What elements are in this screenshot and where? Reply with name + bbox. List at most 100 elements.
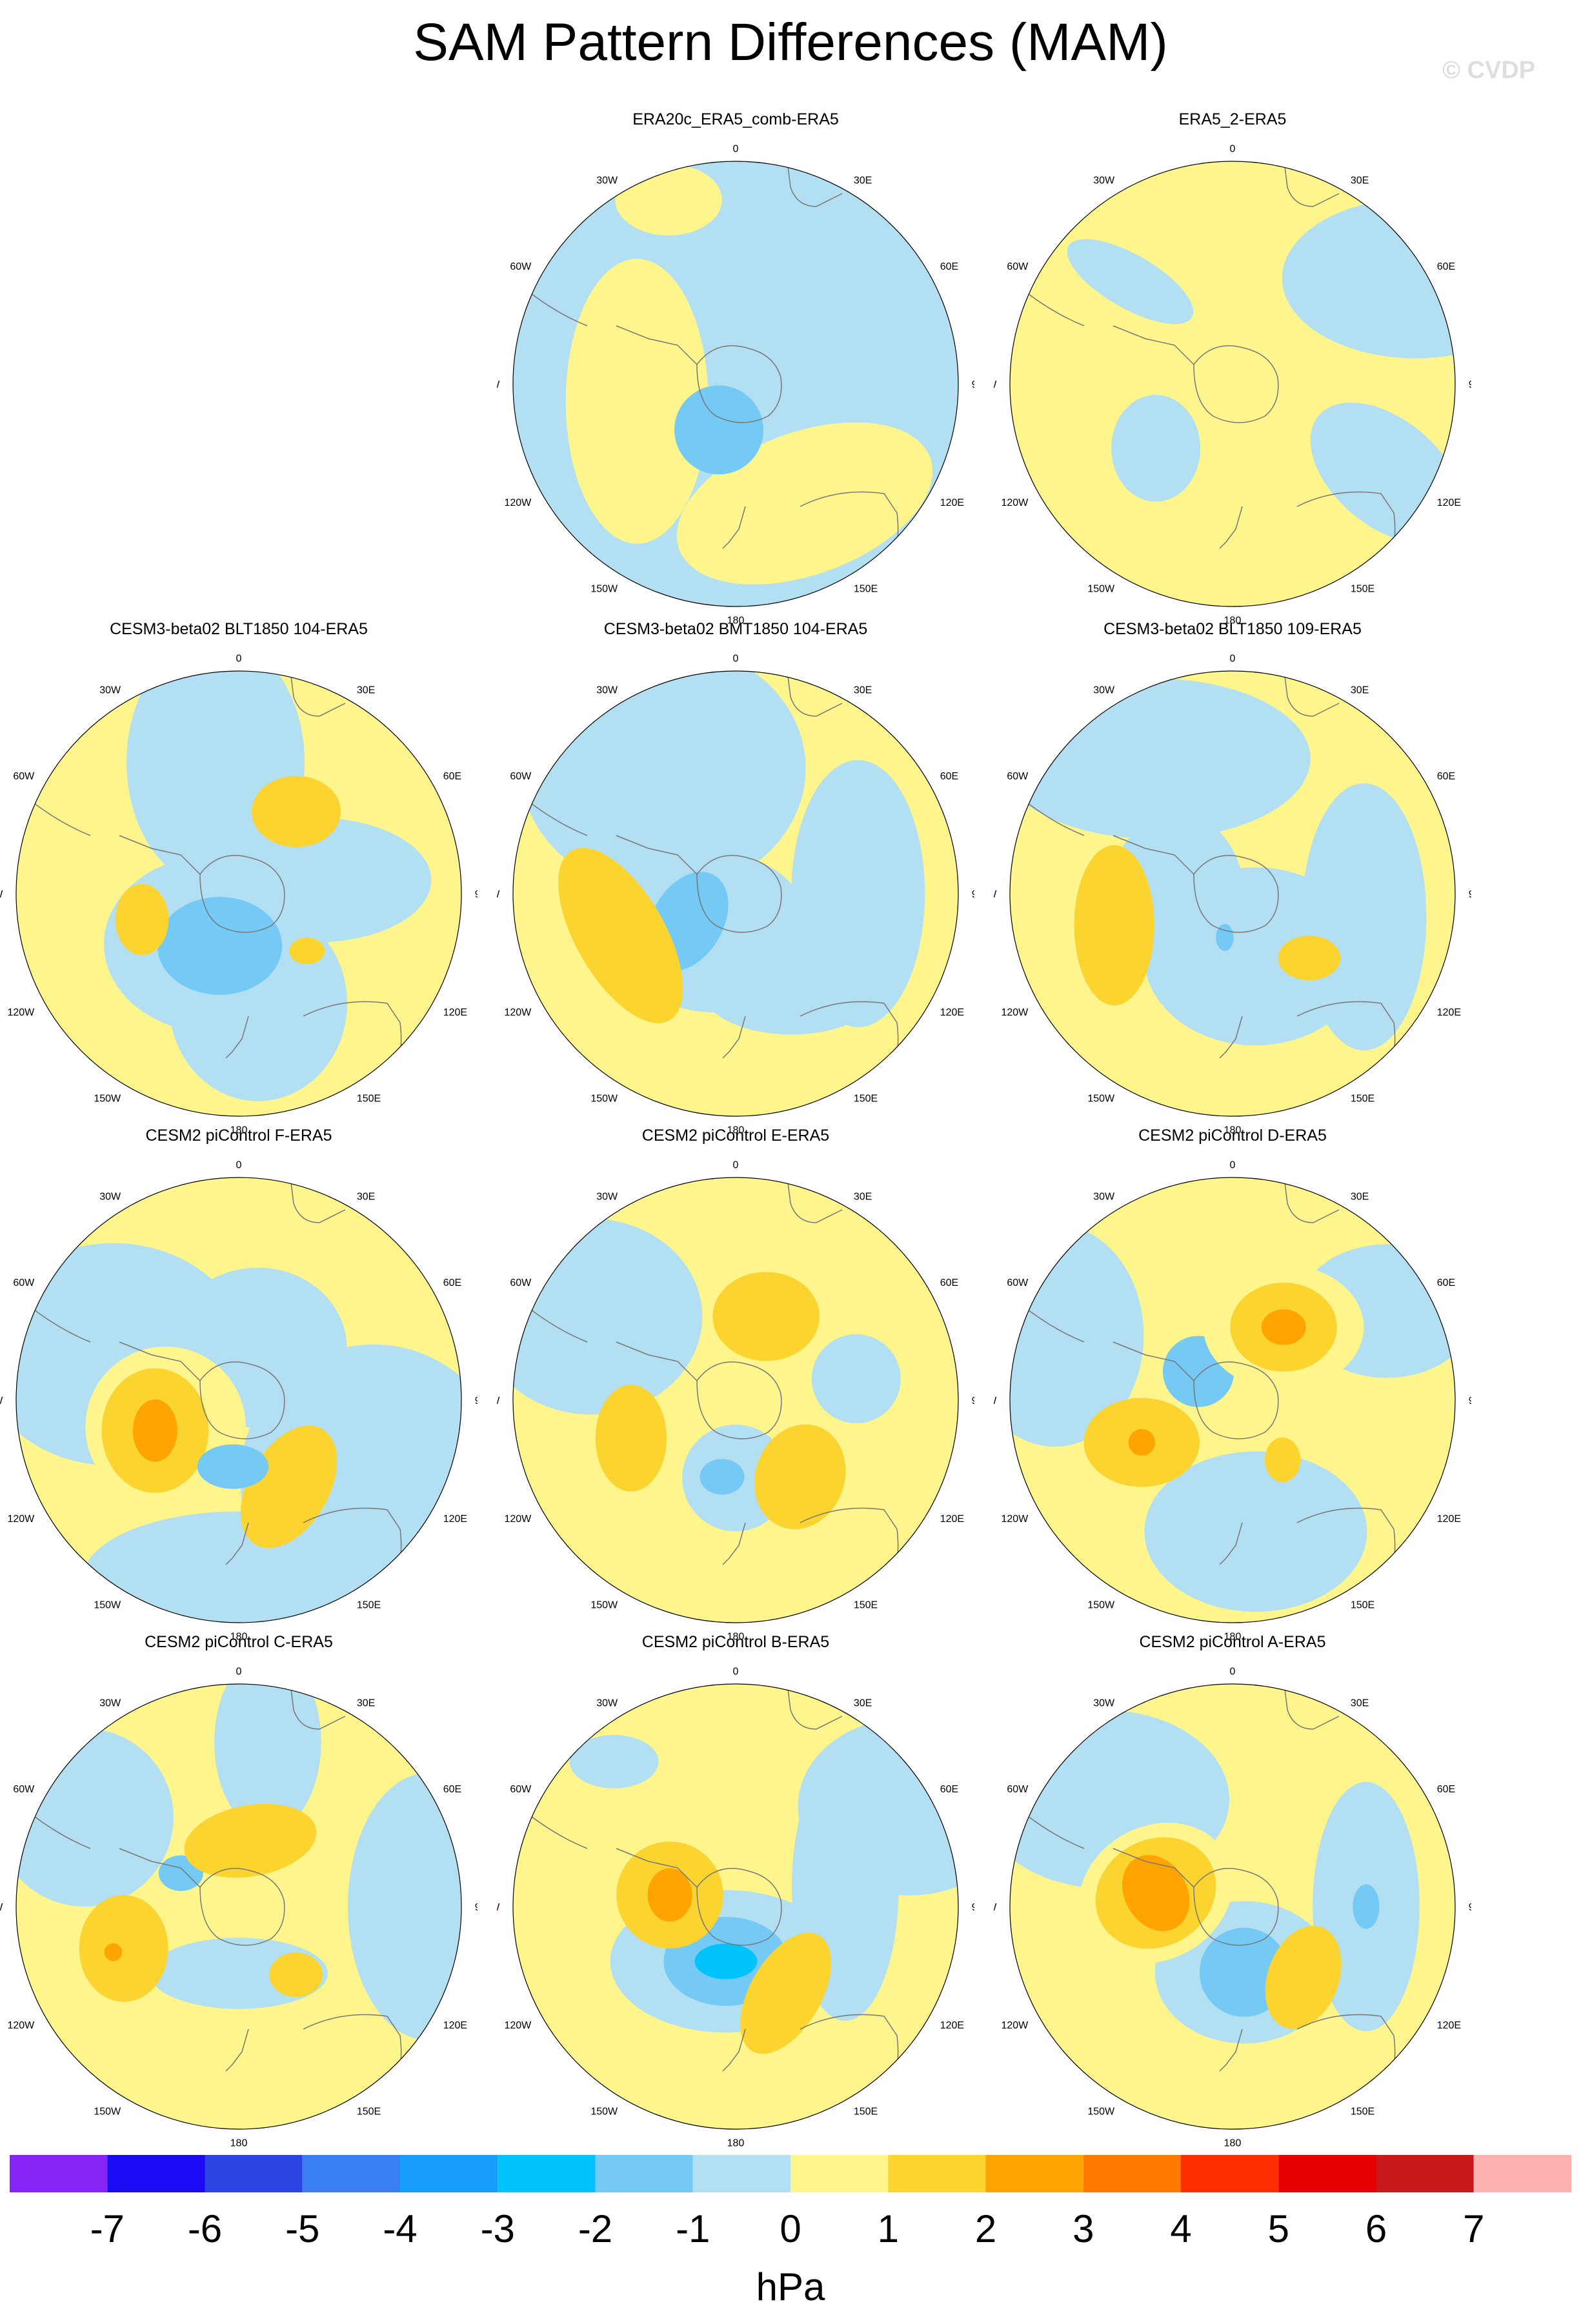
anomaly-contour: [1278, 936, 1341, 981]
anomaly-contour: [269, 1952, 323, 1998]
antarctic-peninsula-coastline: [119, 1848, 201, 1888]
map-border: [15, 1683, 462, 2130]
longitude-label: 180: [230, 2138, 248, 2149]
longitude-label: 150W: [1087, 1600, 1115, 1611]
colorbar-swatch: [888, 2155, 986, 2192]
polar-map: 0 30E 60E 90E 120E 150E 180 150W 120W 90W 60W 30W: [994, 1666, 1471, 2149]
longitude-label: 30E: [1351, 1698, 1369, 1708]
longitude-label: 120E: [1437, 1007, 1461, 1018]
longitude-label: 180: [727, 616, 745, 626]
anomaly-contour: [16, 1728, 174, 1907]
map-panel: CESM2 piControl B-ERA5 0 30E 60E 90E 120E 150E…: [497, 1632, 974, 2149]
panel-title: CESM2 piControl B-ERA5: [641, 1633, 830, 1651]
longitude-label: 150W: [590, 2107, 618, 2118]
longitude-label: 180: [1224, 616, 1242, 626]
longitude-label: 120W: [7, 1514, 35, 1525]
longitude-label: 120W: [504, 1514, 532, 1525]
anomaly-contour: [1353, 1884, 1380, 1929]
colorbar-tick-label: -1: [676, 2207, 710, 2250]
longitude-label: 60W: [1007, 1277, 1029, 1288]
anomaly-contour: [694, 1943, 758, 1979]
antarctic-peninsula-coastline: [616, 835, 698, 875]
anomaly-contour: [240, 1425, 337, 1548]
longitude-label: 60W: [13, 1277, 35, 1288]
longitude-label: 0: [733, 1666, 739, 1677]
polar-map: 0 30E 60E 90E 120E 150E 180 150W 120W 90W 60W 30W: [497, 653, 974, 1136]
colorbar-swatch: [692, 2155, 790, 2192]
longitude-label: 120E: [443, 2020, 467, 2031]
antarctica-coastline: [1193, 345, 1279, 423]
longitude-label: 150W: [1087, 584, 1115, 595]
longitude-label: 180: [1224, 1632, 1242, 1643]
africa-coastline: [787, 1177, 843, 1223]
longitude-label: 60E: [443, 771, 461, 782]
map-border: [1009, 670, 1456, 1117]
panel-title: CESM3-beta02 BLT1850 104-ERA5: [110, 620, 368, 638]
longitude-label: 150W: [94, 1600, 121, 1611]
polar-map: 0 30E 60E 90E 120E 150E 180 150W 120W 90W 60W 30W: [497, 1666, 974, 2149]
colorbar-swatch: [595, 2155, 693, 2192]
longitude-label: 120W: [504, 497, 532, 508]
longitude-label: 60E: [940, 771, 958, 782]
longitude-label: 120W: [7, 1007, 35, 1018]
anomaly-contour: [214, 1684, 321, 1832]
anomaly-contour: [83, 1511, 395, 1623]
longitude-label: 90E: [972, 1396, 974, 1407]
longitude-label: 0: [1230, 143, 1236, 154]
africa-coastline: [1284, 161, 1340, 207]
longitude-label: 90W: [994, 889, 997, 900]
polar-map: 0 30E 60E 90E 120E 150E 180 150W 120W 90W 60W 30W: [0, 1159, 478, 1642]
longitude-label: 30E: [854, 685, 872, 696]
longitude-label: 120W: [7, 2020, 35, 2031]
polar-map: 0 30E 60E 90E 120E 150E 180 150W 120W 90W 60W 30W: [497, 143, 974, 626]
longitude-label: 150W: [590, 584, 618, 595]
longitude-label: 90W: [497, 889, 500, 900]
longitude-label: 90W: [0, 1396, 3, 1407]
longitude-label: 30E: [854, 1191, 872, 1202]
antarctic-peninsula-coastline: [1113, 1341, 1194, 1381]
longitude-label: 30W: [596, 1191, 618, 1202]
longitude-label: 60W: [510, 1784, 532, 1795]
longitude-label: 30W: [1093, 685, 1115, 696]
anomaly-contour: [115, 883, 169, 956]
antarctica-coastline: [1193, 1361, 1279, 1439]
colorbar-swatch: [205, 2155, 303, 2192]
longitude-label: 60E: [443, 1784, 461, 1795]
panel-title: CESM2 piControl F-ERA5: [145, 1127, 332, 1145]
longitude-label: 180: [1224, 1125, 1242, 1136]
new-zealand-coastline: [722, 1522, 746, 1565]
africa-coastline: [290, 671, 346, 717]
new-zealand-coastline: [722, 1016, 746, 1059]
anomaly-contour: [700, 1459, 745, 1495]
longitude-label: 60E: [1437, 1784, 1455, 1795]
longitude-label: 120W: [1001, 1007, 1029, 1018]
panel-title: CESM2 piControl E-ERA5: [641, 1127, 830, 1145]
longitude-label: 150E: [357, 1094, 381, 1105]
new-zealand-coastline: [225, 1522, 249, 1565]
longitude-label: 90E: [475, 1396, 478, 1407]
anomaly-contour: [289, 937, 325, 965]
anomaly-contour: [132, 1399, 177, 1462]
longitude-label: 60W: [510, 771, 532, 782]
polar-map: 0 30E 60E 90E 120E 150E 180 150W 120W 90W 60W 30W: [994, 653, 1471, 1136]
longitude-label: 150W: [1087, 1094, 1115, 1105]
anomaly-contour: [811, 1334, 901, 1424]
longitude-label: 120E: [443, 1007, 467, 1018]
colorbar-tick-label: 6: [1365, 2207, 1387, 2250]
antarctic-peninsula-coastline: [119, 1341, 201, 1381]
antarctic-peninsula-coastline: [1113, 325, 1194, 365]
longitude-label: 90E: [1469, 1396, 1471, 1407]
colorbar: -7 -6 -5 -4 -3 -2 -1 0 1 2 3 4 5 6 7: [10, 2155, 1571, 2250]
africa-coastline: [1284, 1684, 1340, 1730]
colorbar-tick-label: 2: [975, 2207, 996, 2250]
longitude-label: 120E: [940, 497, 964, 508]
map-border: [512, 161, 959, 607]
longitude-label: 90E: [972, 1902, 974, 1913]
longitude-label: 60E: [443, 1277, 461, 1288]
colorbar-tick-label: 4: [1170, 2207, 1191, 2250]
longitude-label: 60W: [510, 1277, 532, 1288]
africa-coastline: [787, 671, 843, 717]
longitude-label: 60W: [13, 771, 35, 782]
background-anomaly-field: [1010, 161, 1455, 606]
antarctic-peninsula-coastline: [616, 1848, 698, 1888]
